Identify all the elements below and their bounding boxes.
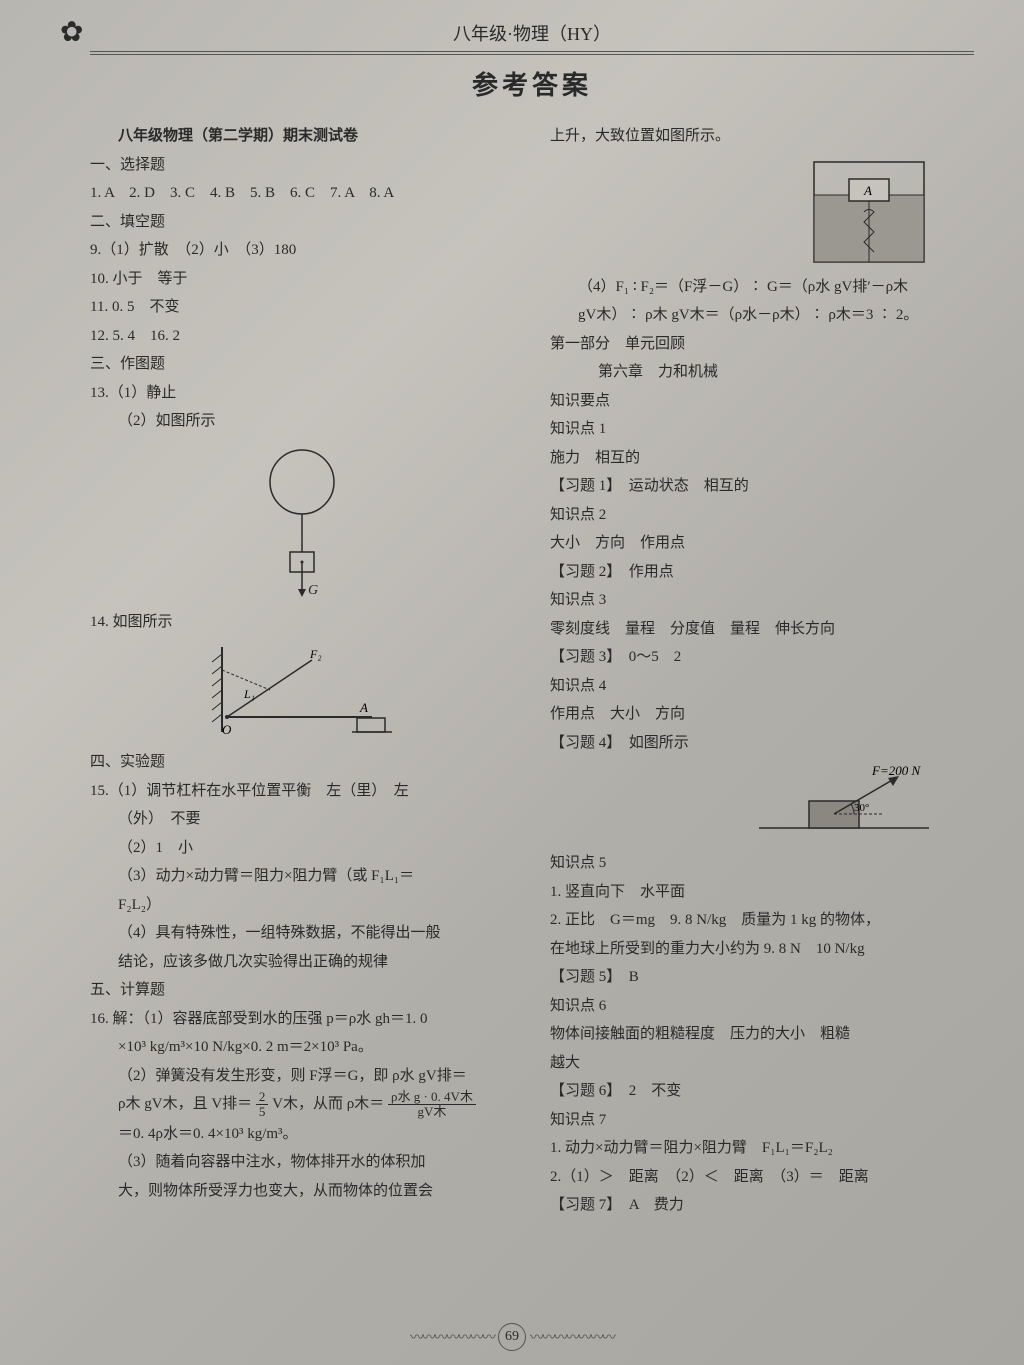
ex-4: 【习题 4】 如图所示 [550,729,974,758]
kp-5: 知识点 5 [550,849,974,878]
answer-q16-2a: （2）弹簧没有发生形变，则 F浮＝G，即 ρ水 gV排＝ [90,1062,514,1091]
right-column: 上升，大致位置如图所示。 A （4）F₁ ∶ F₂＝（F浮－G）∶ G＝（ρ水 … [542,122,974,1220]
kp-2-content: 大小 方向 作用点 [550,529,974,558]
answer-q16-2c: ＝0. 4ρ水＝0. 4×10³ kg/m³。 [90,1120,514,1149]
two-column-layout: 八年级物理（第二学期）期末测试卷 一、选择题 1. A 2. D 3. C 4.… [90,122,974,1220]
label-A: A [863,183,872,198]
answer-q12: 12. 5. 4 16. 2 [90,322,514,351]
figure-force: 30° F=200 N [550,763,974,843]
answer-q15-3a: （3）动力×动力臂＝阻力×阻力臂（或 F₁L₁＝ [90,862,514,891]
kp-3: 知识点 3 [550,586,974,615]
left-column: 八年级物理（第二学期）期末测试卷 一、选择题 1. A 2. D 3. C 4.… [90,122,522,1220]
section-4: 四、实验题 [90,748,514,777]
ex-6: 【习题 6】 2 不变 [550,1077,974,1106]
label-angle: 30° [854,802,869,814]
kp-1: 知识点 1 [550,415,974,444]
lever-diagram: O A L₁ F₂ [202,642,402,742]
answer-q15-1b: （外） 不要 [90,805,514,834]
kp-4-content: 作用点 大小 方向 [550,700,974,729]
page-number: 69 [0,1323,1024,1351]
exam-title: 八年级物理（第二学期）期末测试卷 [90,122,514,151]
kp-6: 知识点 6 [550,992,974,1021]
figure-container: A [550,157,974,267]
label-A: A [359,700,368,715]
label-F200: F=200 N [871,763,921,778]
chapter-6-title: 第六章 力和机械 [550,358,974,387]
kp-1-content: 施力 相互的 [550,444,974,473]
kp-7: 知识点 7 [550,1106,974,1135]
balloon-diagram: G [242,442,362,602]
r-line-0: 上升，大致位置如图所示。 [550,122,974,151]
header-rule [90,54,974,55]
kp-5-2b: 在地球上所受到的重力大小约为 9. 8 N 10 N/kg [550,935,974,964]
answer-q13-2: （2）如图所示 [90,407,514,436]
answer-q15-3b: F₂L₂） [90,891,514,920]
fraction-2-5: 2 5 [256,1090,269,1120]
part-1-title: 第一部分 单元回顾 [550,330,974,359]
answer-q16-3a: （3）随着向容器中注水，物体排开水的体积加 [90,1148,514,1177]
figure-q14: O A L₁ F₂ [90,642,514,742]
kp-5-2a: 2. 正比 G＝mg 9. 8 N/kg 质量为 1 kg 的物体， [550,906,974,935]
answer-q1-8: 1. A 2. D 3. C 4. B 5. B 6. C 7. A 8. A [90,179,514,208]
section-1: 一、选择题 [90,151,514,180]
ex-3: 【习题 3】 0～5 2 [550,643,974,672]
answer-q15-1a: 15.（1）调节杠杆在水平位置平衡 左（里） 左 [90,777,514,806]
kp-6-a: 物体间接触面的粗糙程度 压力的大小 粗糙 [550,1020,974,1049]
force-diagram: 30° F=200 N [754,763,934,843]
answer-q16-2b: ρ木 gV木，且 V排＝ 2 5 V木，从而 ρ木＝ ρ水 g · 0. 4V木… [90,1090,514,1120]
section-5: 五、计算题 [90,976,514,1005]
page-header: ✿ 八年级·物理（HY） [90,20,974,46]
section-3: 三、作图题 [90,350,514,379]
ex-2: 【习题 2】 作用点 [550,558,974,587]
figure-q13: G [90,442,514,602]
kp-3-content: 零刻度线 量程 分度值 量程 伸长方向 [550,615,974,644]
fraction-rho: ρ水 g · 0. 4V木 gV木 [388,1090,476,1120]
header-ornament: ✿ [60,15,83,49]
container-diagram: A [804,157,934,267]
answer-q15-2: （2）1 小 [90,834,514,863]
answer-q15-4b: 结论，应该多做几次实验得出正确的规律 [90,948,514,977]
answer-q11: 11. 0. 5 不变 [90,293,514,322]
kp-2: 知识点 2 [550,501,974,530]
label-L1: L₁ [243,687,255,701]
knowledge-points: 知识要点 [550,387,974,416]
kp-7-2: 2.（1）＞ 距离 （2）＜ 距离 （3）＝ 距离 [550,1163,974,1192]
answer-q16-3b: 大，则物体所受浮力也变大，从而物体的位置会 [90,1177,514,1206]
r-line-1b: gV木）∶ ρ木 gV木＝（ρ水－ρ木）∶ ρ木＝3 ∶ 2。 [550,301,974,330]
label-F2: F₂ [309,647,322,661]
r-line-1a: （4）F₁ ∶ F₂＝（F浮－G）∶ G＝（ρ水 gV排′－ρ木 [550,273,974,302]
ex-5: 【习题 5】 B [550,963,974,992]
kp-4: 知识点 4 [550,672,974,701]
header-grade: 八年级·物理（HY） [453,24,611,44]
ex-1: 【习题 1】 运动状态 相互的 [550,472,974,501]
section-2: 二、填空题 [90,208,514,237]
kp-5-1: 1. 竖直向下 水平面 [550,878,974,907]
ex-7: 【习题 7】 A 费力 [550,1191,974,1220]
label-O: O [222,722,232,737]
kp-7-1: 1. 动力×动力臂＝阻力×阻力臂 F₁L₁＝F₂L₂ [550,1134,974,1163]
answer-q13-1: 13.（1）静止 [90,379,514,408]
page-title: 参考答案 [90,65,974,102]
answer-q16-1b: ×10³ kg/m³×10 N/kg×0. 2 m＝2×10³ Pa。 [90,1033,514,1062]
answer-q10: 10. 小于 等于 [90,265,514,294]
answer-q15-4a: （4）具有特殊性，一组特殊数据，不能得出一般 [90,919,514,948]
page-number-value: 69 [498,1323,526,1351]
answer-q9: 9.（1）扩散 （2）小 （3）180 [90,236,514,265]
answer-q14: 14. 如图所示 [90,608,514,637]
label-G: G [308,583,318,598]
answer-q16-1a: 16. 解：（1）容器底部受到水的压强 p＝ρ水 gh＝1. 0 [90,1005,514,1034]
kp-6-b: 越大 [550,1049,974,1078]
